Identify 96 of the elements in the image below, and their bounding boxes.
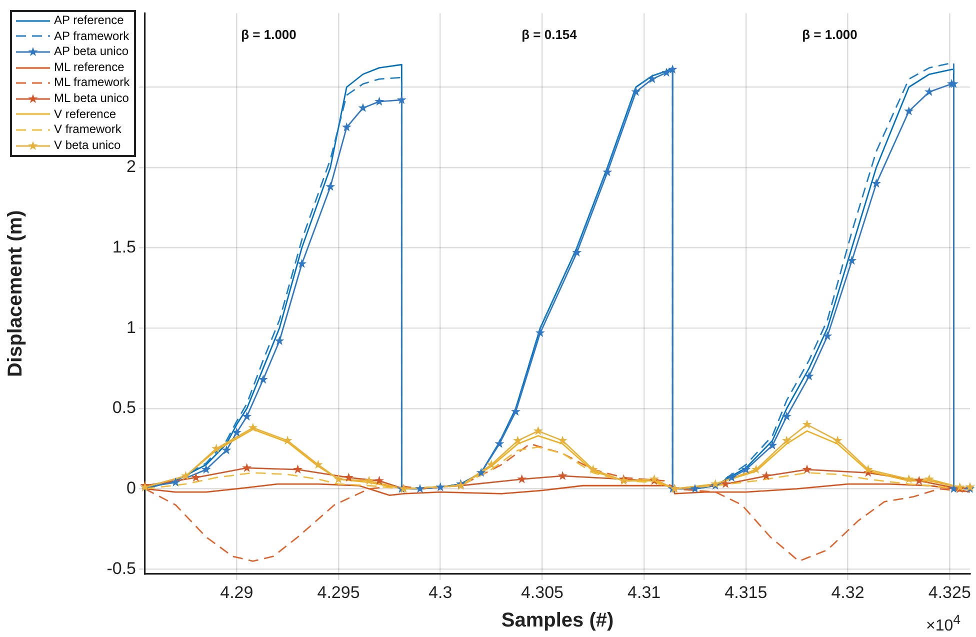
text: ×10$^{4}$ [926, 612, 961, 636]
x-axis-title: Samples (#) [501, 610, 614, 632]
point [782, 436, 792, 445]
point [344, 472, 354, 482]
point [751, 464, 761, 474]
y-tick-label: 2 [126, 157, 136, 176]
legend-label: V beta unico [54, 138, 121, 154]
legend-label: AP reference [54, 13, 124, 29]
x-tick-label: 4.315 [724, 582, 768, 602]
point [513, 436, 523, 445]
legend-label: ML reference [54, 60, 124, 76]
point [720, 479, 730, 488]
legend-label: AP framework [54, 28, 130, 44]
point [222, 445, 232, 454]
y-axis-title: Displacement (m) [4, 210, 27, 377]
point [726, 472, 736, 482]
point [415, 484, 425, 493]
point [282, 436, 292, 445]
x-tick-label: 4.3 [428, 582, 452, 602]
point [948, 484, 958, 493]
point [822, 331, 832, 340]
point [476, 468, 486, 477]
point [242, 412, 252, 421]
point [248, 422, 258, 432]
point [768, 440, 778, 450]
point [572, 248, 582, 257]
y-tick-label: 0.5 [112, 398, 136, 418]
x-tick-label: 4.295 [317, 582, 360, 602]
annotation: β = 0.154 [522, 27, 577, 42]
x-tick-label: 4.325 [928, 582, 971, 602]
point [863, 464, 873, 474]
point [201, 464, 211, 474]
point [924, 474, 934, 484]
point [602, 167, 612, 176]
point [914, 476, 924, 485]
point [212, 444, 222, 453]
legend-label: V reference [54, 106, 116, 122]
point [535, 328, 545, 338]
y-tick-label: 1 [126, 318, 136, 337]
point [872, 178, 882, 188]
annotation: β = 1.000 [241, 27, 296, 42]
point [517, 474, 527, 484]
point [802, 464, 812, 474]
annotation: β = 1.000 [802, 27, 858, 42]
point [334, 474, 344, 484]
point [558, 436, 568, 445]
point [662, 68, 672, 77]
point [374, 96, 384, 106]
point [436, 482, 446, 492]
point [924, 86, 934, 96]
x-tick-label: 4.31 [628, 582, 661, 602]
legend-label: ML beta unico [54, 90, 129, 107]
x-tick-label: 4.32 [831, 582, 864, 602]
point [832, 436, 842, 445]
point [804, 371, 814, 380]
point [274, 336, 284, 346]
y-tick-label: 1.5 [112, 237, 136, 256]
point [782, 412, 792, 421]
point [396, 94, 406, 104]
point [232, 428, 242, 437]
legend-label: AP beta unico [54, 44, 129, 60]
point [242, 462, 252, 472]
point [802, 420, 812, 429]
point [690, 484, 700, 493]
point [293, 464, 303, 474]
point [191, 472, 201, 482]
point [374, 476, 384, 485]
y-tick-label: -0.5 [106, 558, 136, 578]
point [533, 426, 543, 436]
x-tick-label: 4.29 [220, 582, 254, 602]
point [558, 470, 568, 480]
y-tick-label: 0 [126, 478, 136, 498]
point [647, 74, 657, 84]
point [741, 464, 751, 474]
point [342, 122, 352, 132]
point [588, 464, 598, 474]
point [170, 477, 180, 486]
point [486, 460, 496, 469]
point [631, 86, 641, 96]
point [510, 406, 520, 416]
point [326, 182, 336, 191]
point [364, 476, 374, 485]
legend-label: V framework [54, 122, 122, 138]
point [762, 470, 772, 480]
point [358, 103, 368, 112]
point [297, 258, 307, 268]
point [847, 256, 857, 265]
point [313, 460, 323, 469]
point [904, 106, 914, 116]
x-tick-label: 4.305 [520, 582, 564, 602]
point [668, 64, 678, 74]
point [258, 374, 268, 384]
point [904, 474, 914, 484]
point [494, 438, 504, 448]
legend-label: ML framework [54, 75, 130, 91]
point [180, 470, 190, 480]
